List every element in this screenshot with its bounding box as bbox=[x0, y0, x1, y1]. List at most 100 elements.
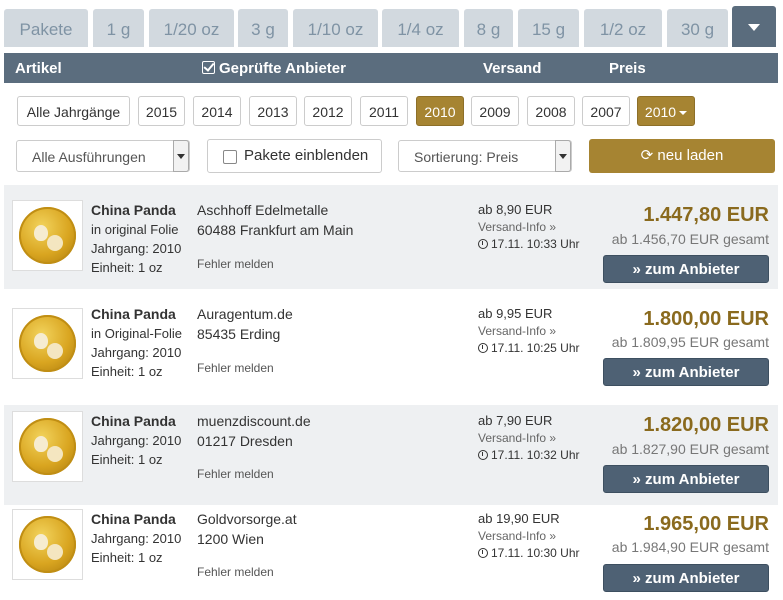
pakete-label: Pakete einblenden bbox=[244, 147, 369, 164]
shipping-info: ab 19,90 EUR Versand-Info » 17.11. 10:30… bbox=[478, 511, 580, 560]
table-header: Artikel Geprüfte Anbieter Versand Preis bbox=[4, 53, 778, 83]
year-all-button[interactable]: Alle Jahrgänge bbox=[17, 96, 130, 126]
shipping-info-link[interactable]: Versand-Info » bbox=[478, 431, 557, 445]
report-error-link[interactable]: Fehler melden bbox=[197, 467, 274, 481]
tab-3g[interactable]: 3 g bbox=[238, 9, 288, 47]
year-button[interactable]: 2007 bbox=[582, 96, 630, 126]
vendor-city: 01217 Dresden bbox=[197, 433, 293, 449]
shipping-cost: ab 9,95 EUR bbox=[478, 306, 553, 321]
clock-icon bbox=[478, 343, 488, 353]
reload-label: neu laden bbox=[657, 147, 724, 164]
to-vendor-button[interactable]: » zum Anbieter bbox=[603, 255, 769, 283]
tab-1g[interactable]: 1 g bbox=[93, 9, 144, 47]
product-detail: Jahrgang: 2010 bbox=[91, 433, 182, 448]
product-info: China Panda in original Folie Jahrgang: … bbox=[91, 201, 181, 277]
coin-image bbox=[19, 315, 76, 372]
tab-1-10oz[interactable]: 1/10 oz bbox=[293, 9, 378, 47]
product-name: China Panda bbox=[91, 202, 176, 218]
product-info: China Panda Jahrgang: 2010 Einheit: 1 oz bbox=[91, 412, 181, 469]
report-error-link[interactable]: Fehler melden bbox=[197, 361, 274, 375]
caret-down-icon bbox=[679, 111, 688, 116]
coin-image bbox=[19, 418, 76, 475]
total-price: ab 1.456,70 EUR gesamt bbox=[611, 231, 769, 247]
more-tabs-button[interactable] bbox=[732, 6, 776, 47]
product-detail: Jahrgang: 2010 bbox=[91, 241, 182, 256]
shipping-info: ab 7,90 EUR Versand-Info » 17.11. 10:32 … bbox=[478, 413, 580, 462]
year-dropdown-label: 2010 bbox=[644, 104, 677, 120]
total-price: ab 1.984,90 EUR gesamt bbox=[611, 539, 769, 555]
vendor-name: Goldvorsorge.at bbox=[197, 511, 297, 527]
product-detail: Jahrgang: 2010 bbox=[91, 345, 182, 360]
product-info: China Panda in Original-Folie Jahrgang: … bbox=[91, 305, 182, 381]
pakete-checkbox[interactable] bbox=[223, 150, 237, 164]
year-button[interactable]: 2008 bbox=[527, 96, 575, 126]
shipping-info: ab 9,95 EUR Versand-Info » 17.11. 10:25 … bbox=[478, 306, 580, 355]
price: 1.800,00 EUR bbox=[643, 308, 769, 330]
sortierung-select[interactable]: Sortierung: Preis bbox=[398, 140, 572, 172]
shipping-cost: ab 8,90 EUR bbox=[478, 202, 553, 217]
shipping-info-link[interactable]: Versand-Info » bbox=[478, 220, 557, 234]
ausfuehrungen-value: Alle Ausführungen bbox=[32, 149, 146, 165]
vendor-city: 60488 Frankfurt am Main bbox=[197, 222, 354, 238]
vendor-city: 1200 Wien bbox=[197, 531, 264, 547]
report-error-link[interactable]: Fehler melden bbox=[197, 565, 274, 579]
year-button[interactable]: 2012 bbox=[304, 96, 352, 126]
header-anbieter: Geprüfte Anbieter bbox=[202, 60, 346, 77]
year-button[interactable]: 2011 bbox=[360, 96, 408, 126]
tab-8g[interactable]: 8 g bbox=[464, 9, 513, 47]
tab-1-4oz[interactable]: 1/4 oz bbox=[382, 9, 459, 47]
tab-30g[interactable]: 30 g bbox=[667, 9, 728, 47]
shipping-cost: ab 19,90 EUR bbox=[478, 511, 560, 526]
to-vendor-button[interactable]: » zum Anbieter bbox=[603, 358, 769, 386]
table-row: China Panda in Original-Folie Jahrgang: … bbox=[4, 293, 778, 397]
price: 1.965,00 EUR bbox=[643, 513, 769, 535]
clock-icon bbox=[478, 450, 488, 460]
product-detail: Einheit: 1 oz bbox=[91, 260, 163, 275]
product-detail: Jahrgang: 2010 bbox=[91, 531, 182, 546]
product-image[interactable] bbox=[12, 411, 83, 482]
ausfuehrungen-select[interactable]: Alle Ausführungen bbox=[16, 140, 190, 172]
product-name: China Panda bbox=[91, 511, 176, 527]
check-square-icon bbox=[202, 61, 215, 74]
header-artikel: Artikel bbox=[15, 60, 62, 77]
header-preis: Preis bbox=[609, 60, 646, 77]
product-detail: Einheit: 1 oz bbox=[91, 550, 163, 565]
product-info: China Panda Jahrgang: 2010 Einheit: 1 oz bbox=[91, 510, 181, 567]
year-button[interactable]: 2009 bbox=[471, 96, 519, 126]
header-anbieter-label: Geprüfte Anbieter bbox=[219, 60, 346, 77]
tab-15g[interactable]: 15 g bbox=[518, 9, 579, 47]
to-vendor-button[interactable]: » zum Anbieter bbox=[603, 465, 769, 493]
vendor-info: muenzdiscount.de 01217 Dresden bbox=[197, 411, 311, 451]
tab-1-2oz[interactable]: 1/2 oz bbox=[584, 9, 662, 47]
shipping-info-link[interactable]: Versand-Info » bbox=[478, 529, 557, 543]
product-image[interactable] bbox=[12, 509, 83, 580]
total-price: ab 1.827,90 EUR gesamt bbox=[611, 441, 769, 457]
select-arrow-icon bbox=[173, 140, 189, 172]
weight-tabs: Pakete 1 g 1/20 oz 3 g 1/10 oz 1/4 oz 8 … bbox=[0, 0, 783, 50]
shipping-info-link[interactable]: Versand-Info » bbox=[478, 324, 557, 338]
reload-button[interactable]: ⟳ neu laden bbox=[589, 139, 775, 173]
tab-1-20oz[interactable]: 1/20 oz bbox=[149, 9, 234, 47]
vendor-name: muenzdiscount.de bbox=[197, 413, 311, 429]
product-name: China Panda bbox=[91, 306, 176, 322]
year-button[interactable]: 2015 bbox=[138, 96, 185, 126]
product-detail: Einheit: 1 oz bbox=[91, 364, 163, 379]
refresh-icon: ⟳ bbox=[640, 147, 654, 164]
product-image[interactable] bbox=[12, 308, 83, 379]
vendor-name: Auragentum.de bbox=[197, 306, 293, 322]
product-image[interactable] bbox=[12, 200, 83, 271]
year-button-selected[interactable]: 2010 bbox=[416, 96, 464, 126]
vendor-info: Goldvorsorge.at 1200 Wien bbox=[197, 509, 297, 549]
product-detail: in Original-Folie bbox=[91, 326, 183, 341]
year-button[interactable]: 2014 bbox=[193, 96, 241, 126]
sortierung-value: Sortierung: Preis bbox=[414, 149, 519, 165]
year-button[interactable]: 2013 bbox=[249, 96, 297, 126]
tab-pakete[interactable]: Pakete bbox=[4, 9, 88, 47]
pakete-checkbox-group[interactable]: Pakete einblenden bbox=[207, 139, 382, 173]
table-row: China Panda in original Folie Jahrgang: … bbox=[4, 185, 778, 289]
chevron-down-icon bbox=[748, 24, 760, 31]
year-dropdown[interactable]: 2010 bbox=[637, 96, 695, 126]
report-error-link[interactable]: Fehler melden bbox=[197, 257, 274, 271]
update-time: 17.11. 10:25 Uhr bbox=[491, 341, 580, 355]
to-vendor-button[interactable]: » zum Anbieter bbox=[603, 564, 769, 592]
